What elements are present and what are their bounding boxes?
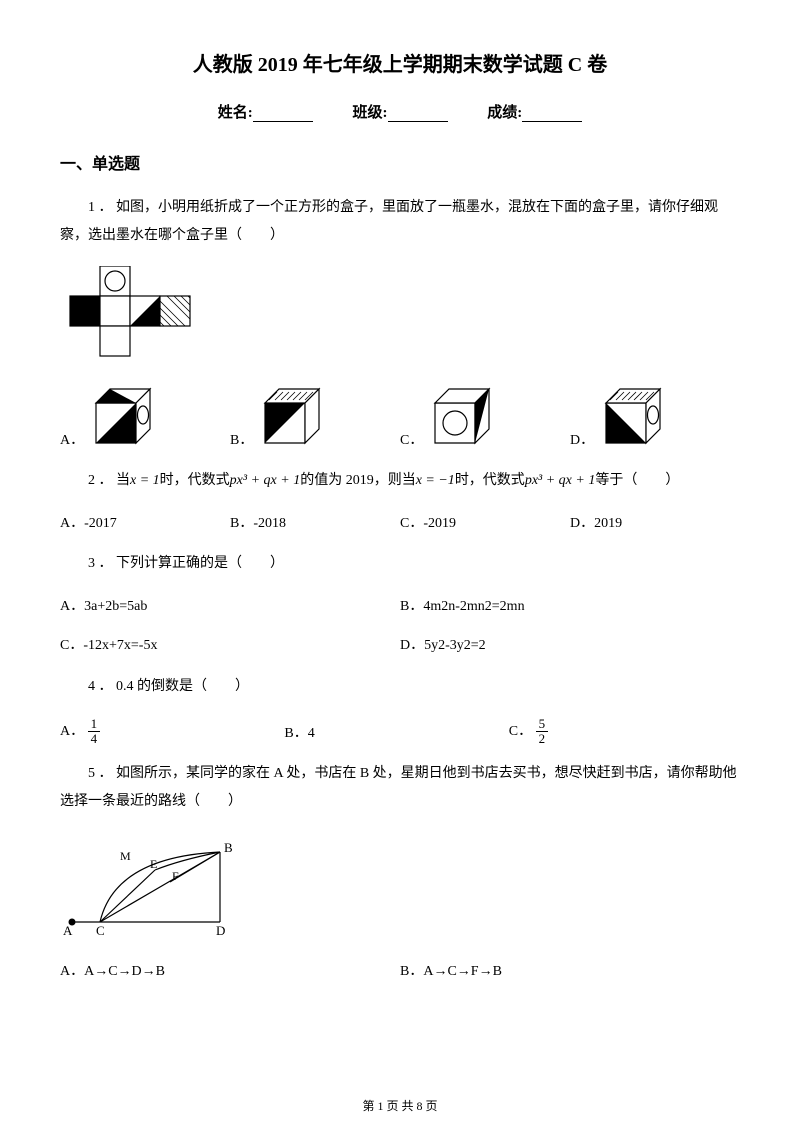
svg-text:F: F (172, 869, 179, 883)
q1-cube-c (427, 383, 503, 453)
q2-optC: C．-2019 (400, 511, 570, 536)
svg-text:M: M (120, 849, 131, 863)
svg-text:B: B (224, 840, 233, 855)
q1-optC-label: C． (400, 428, 423, 453)
q1-optA-label: A． (60, 428, 84, 453)
q1-cube-b (257, 383, 333, 453)
q1-cube-a (88, 383, 164, 453)
q1-cube-d (598, 383, 674, 453)
svg-text:A: A (63, 923, 73, 938)
q2-optD: D．2019 (570, 511, 740, 536)
q5-text: 5 ． 如图所示，某同学的家在 A 处，书店在 B 处，星期日他到书店去买书，想… (60, 760, 740, 816)
svg-text:D: D (216, 923, 225, 938)
q4-text: 4 ． 0.4 的倒数是（ ） (60, 673, 740, 701)
q5-optA: A．A→C→D→B (60, 959, 400, 984)
name-label: 姓名: (218, 105, 253, 121)
q3-optB: B．4m2n-2mn2=2mn (400, 594, 740, 619)
class-blank[interactable] (388, 106, 448, 122)
q2-optB: B．-2018 (230, 511, 400, 536)
q3-optD: D．5y2-3y2=2 (400, 633, 740, 658)
section-heading: 一、单选题 (60, 150, 740, 174)
q3-text: 3 ． 下列计算正确的是（ ） (60, 550, 740, 578)
q4-optA-label: A． (60, 724, 84, 739)
q2-text: 2 ． 当x = 1时，代数式px³ + qx + 1的值为 2019，则当x … (60, 467, 740, 495)
q1-optD-label: D． (570, 428, 594, 453)
q5-diagram: A C D B F E M (60, 832, 740, 947)
header-fields: 姓名: 班级: 成绩: (60, 101, 740, 122)
q3-options-row2: C．-12x+7x=-5x D．5y2-3y2=2 (60, 633, 740, 658)
svg-text:C: C (96, 923, 105, 938)
class-label: 班级: (353, 105, 388, 121)
q3-options-row1: A．3a+2b=5ab B．4m2n-2mn2=2mn (60, 594, 740, 619)
q4-options: A． 14 B．4 C． 52 (60, 717, 740, 747)
q3-optA: A．3a+2b=5ab (60, 594, 400, 619)
q1-options: A． B． C． (60, 383, 740, 453)
q1-text: 1 ． 如图，小明用纸折成了一个正方形的盒子，里面放了一瓶墨水，混放在下面的盒子… (60, 194, 740, 250)
q3-optC: C．-12x+7x=-5x (60, 633, 400, 658)
page-footer: 第 1 页 共 8 页 (0, 1097, 800, 1114)
q2-optA: A．-2017 (60, 511, 230, 536)
q1-optB-label: B． (230, 428, 253, 453)
q5-options: A．A→C→D→B B．A→C→F→B (60, 959, 740, 984)
q4-optC-frac: 52 (536, 717, 549, 747)
q1-net-diagram (60, 266, 740, 365)
q4-optA-frac: 14 (88, 717, 101, 747)
score-label: 成绩: (487, 105, 522, 121)
q4-optB: B．4 (284, 721, 508, 746)
page-title: 人教版 2019 年七年级上学期期末数学试题 C 卷 (60, 48, 740, 77)
name-blank[interactable] (253, 106, 313, 122)
q5-optB: B．A→C→F→B (400, 959, 740, 984)
score-blank[interactable] (522, 106, 582, 122)
q2-options: A．-2017 B．-2018 C．-2019 D．2019 (60, 511, 740, 536)
q4-optC-label: C． (509, 724, 532, 739)
